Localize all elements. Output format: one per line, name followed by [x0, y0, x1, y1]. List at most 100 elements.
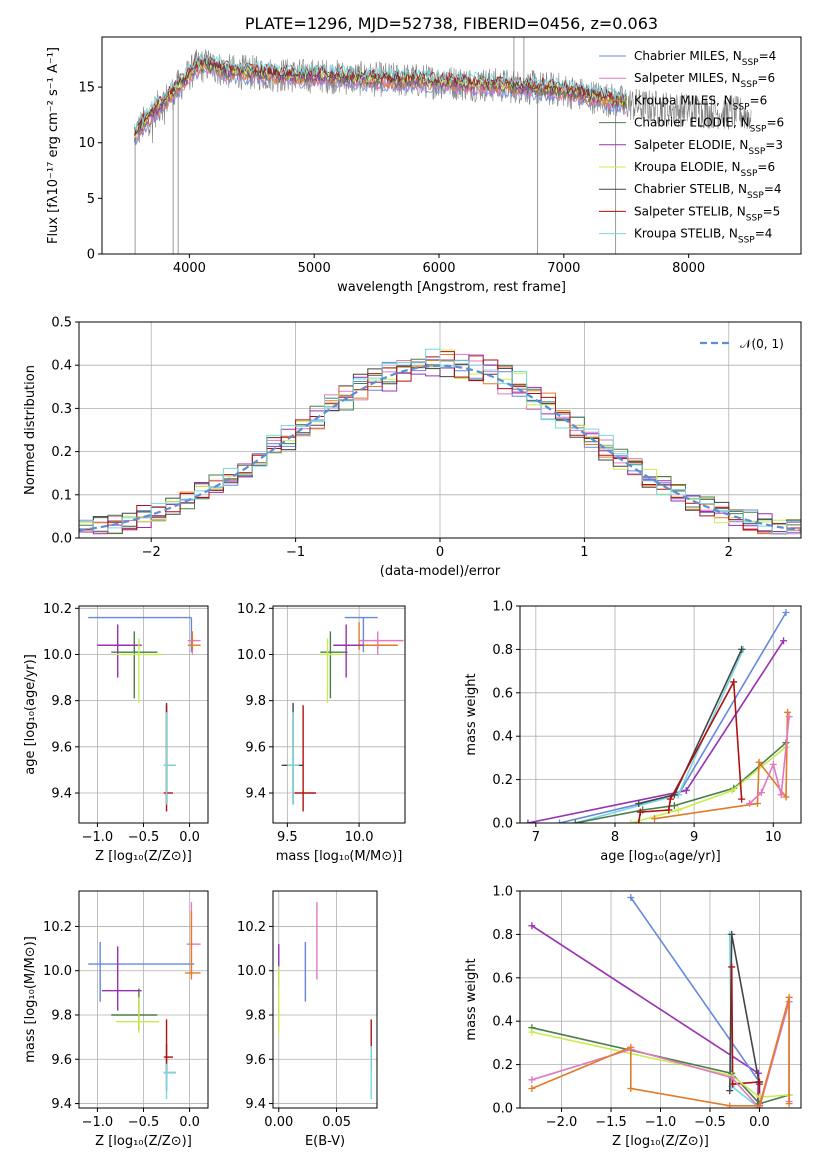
axes-frame [272, 605, 406, 824]
weight-marker [726, 1102, 734, 1108]
x-tick-label: 0.0 [749, 1115, 770, 1130]
y-tick-label: 0.0 [492, 1102, 513, 1117]
legend-entry: Salpeter MILES, NSSP=6 [634, 71, 775, 90]
y-tick-label: 9.8 [51, 1009, 72, 1024]
chart-age-vs-mass: 9.5 10.0 9.4 9.6 9.8 10.0 10.2 mass [log₁₀(M/M⊙… [237, 602, 406, 864]
y-tick-label: 0.2 [51, 445, 72, 460]
histogram-step [79, 348, 801, 535]
x-tick-label: 0 [436, 545, 444, 560]
x-tick-label: 0.0 [179, 830, 200, 845]
x-tick-label: −2 [142, 545, 161, 560]
chart-mass-vs-Z: −1.0 −0.5 0.0 9.4 9.6 9.8 10.0 10.2 Z [log₁₀(Z/Z… [23, 890, 209, 1149]
weight-marker [769, 760, 777, 768]
weight-marker [757, 789, 765, 797]
y-tick-label: 0.8 [492, 643, 513, 658]
y-tick-label: 1.0 [492, 885, 513, 900]
y-tick-label: 10.2 [237, 602, 266, 617]
weight-marker [635, 799, 643, 807]
y-tick-label: 9.4 [245, 786, 266, 801]
weight-marker [785, 713, 793, 721]
y-tick-label: 0.6 [492, 686, 513, 701]
weight-marker [729, 1080, 737, 1088]
legend-entry: Salpeter ELODIE, NSSP=3 [634, 138, 783, 157]
weight-line [730, 966, 761, 1106]
x-axis-label: age [log₁₀(age/yr)] [600, 849, 721, 864]
plot-area [134, 37, 752, 254]
x-tick-label: 0.0 [179, 1115, 200, 1130]
y-tick-label: 5 [87, 192, 95, 207]
y-tick-label: 0.4 [492, 730, 513, 745]
weight-marker [636, 808, 644, 816]
y-tick-label: 9.4 [245, 1097, 266, 1112]
weight-marker [528, 1076, 536, 1084]
y-tick-label: 10 [78, 136, 95, 151]
legend-entry: Chabrier MILES, NSSP=4 [634, 49, 776, 68]
plot-area [88, 616, 201, 812]
y-tick-label: 0.3 [51, 402, 72, 417]
x-axis-label: Z [log₁₀(Z/Z⊙)] [612, 1134, 709, 1149]
weight-marker [627, 894, 635, 902]
y-tick-label: 10.0 [43, 648, 72, 663]
y-axis-label: Flux [fλ10⁻¹⁷ erg cm⁻² s⁻¹ A⁻¹] [46, 47, 61, 244]
y-tick-label: 10.0 [43, 964, 72, 979]
x-tick-label: 0.00 [264, 1115, 293, 1130]
legend-entry: Kroupa ELODIE, NSSP=6 [634, 160, 775, 179]
weight-marker [753, 799, 761, 807]
x-tick-label: −1.5 [595, 1115, 627, 1130]
weight-marker [571, 819, 579, 823]
x-tick-label: 8000 [672, 261, 705, 276]
x-tick-label: 9.5 [277, 830, 298, 845]
y-tick-label: 0.2 [492, 773, 513, 788]
plot-area [528, 894, 793, 1108]
x-tick-label: −1.0 [82, 1115, 114, 1130]
y-axis-label: mass [log₁₀(M/M⊙)] [23, 936, 38, 1063]
model-line [134, 61, 627, 143]
y-tick-label: 10.0 [237, 964, 266, 979]
legend: Chabrier MILES, NSSP=4 Salpeter MILES, NS… [599, 49, 784, 246]
y-tick-label: 9.4 [51, 1097, 72, 1112]
weight-line [638, 649, 743, 805]
x-tick-label: −1.0 [82, 830, 114, 845]
weight-marker [670, 802, 678, 810]
legend-entry: Kroupa STELIB, NSSP=4 [634, 227, 772, 246]
x-tick-label: 7000 [547, 261, 580, 276]
y-tick-label: 1.0 [492, 600, 513, 615]
y-tick-label: 9.8 [245, 694, 266, 709]
x-tick-label: 1 [580, 545, 588, 560]
weight-line [559, 612, 787, 823]
weight-marker [785, 993, 793, 1001]
y-axis-label: age [log₁₀(age/yr)] [23, 654, 38, 775]
weight-marker [682, 786, 690, 794]
chart-mass-weight-vs-Z: −2.0 −1.5 −1.0 −0.5 0.0 0.0 0.2 0.4 0.6 0.8 1.0 Z [… [464, 885, 802, 1149]
plot-area [88, 902, 201, 1100]
axes-frame [78, 321, 802, 539]
weight-marker [651, 815, 659, 823]
plot-area [79, 348, 801, 535]
chart-age-vs-Z: −1.0 −0.5 0.0 9.4 9.6 9.8 10.0 10.2 Z [log₁₀(Z/Z… [23, 602, 209, 864]
weight-marker [666, 795, 674, 803]
y-axis-label: mass weight [464, 958, 479, 1040]
weight-marker [635, 819, 643, 823]
weight-marker [728, 963, 736, 971]
y-tick-label: 10.2 [43, 602, 72, 617]
legend-entry: Kroupa MILES, NSSP=6 [634, 93, 767, 112]
x-tick-label: 5000 [298, 261, 331, 276]
weight-marker [524, 819, 532, 823]
y-tick-label: 0.6 [492, 971, 513, 986]
y-tick-label: 10.0 [237, 648, 266, 663]
y-tick-label: 9.6 [245, 740, 266, 755]
y-tick-label: 0.0 [492, 817, 513, 832]
weight-marker [782, 609, 790, 617]
axes-frame [101, 36, 802, 255]
x-tick-label: −2.0 [546, 1115, 578, 1130]
chart-title: PLATE=1296, MJD=52738, FIBERID=0456, z=0… [245, 14, 658, 33]
axes-frame [272, 890, 378, 1109]
weight-marker [755, 1102, 763, 1108]
y-tick-label: 0.2 [492, 1058, 513, 1073]
x-tick-label: 6000 [422, 261, 455, 276]
weight-line [531, 1031, 790, 1099]
y-tick-label: 0.0 [51, 532, 72, 547]
x-axis-label: E(B-V) [305, 1134, 345, 1149]
weight-marker [528, 1084, 536, 1092]
